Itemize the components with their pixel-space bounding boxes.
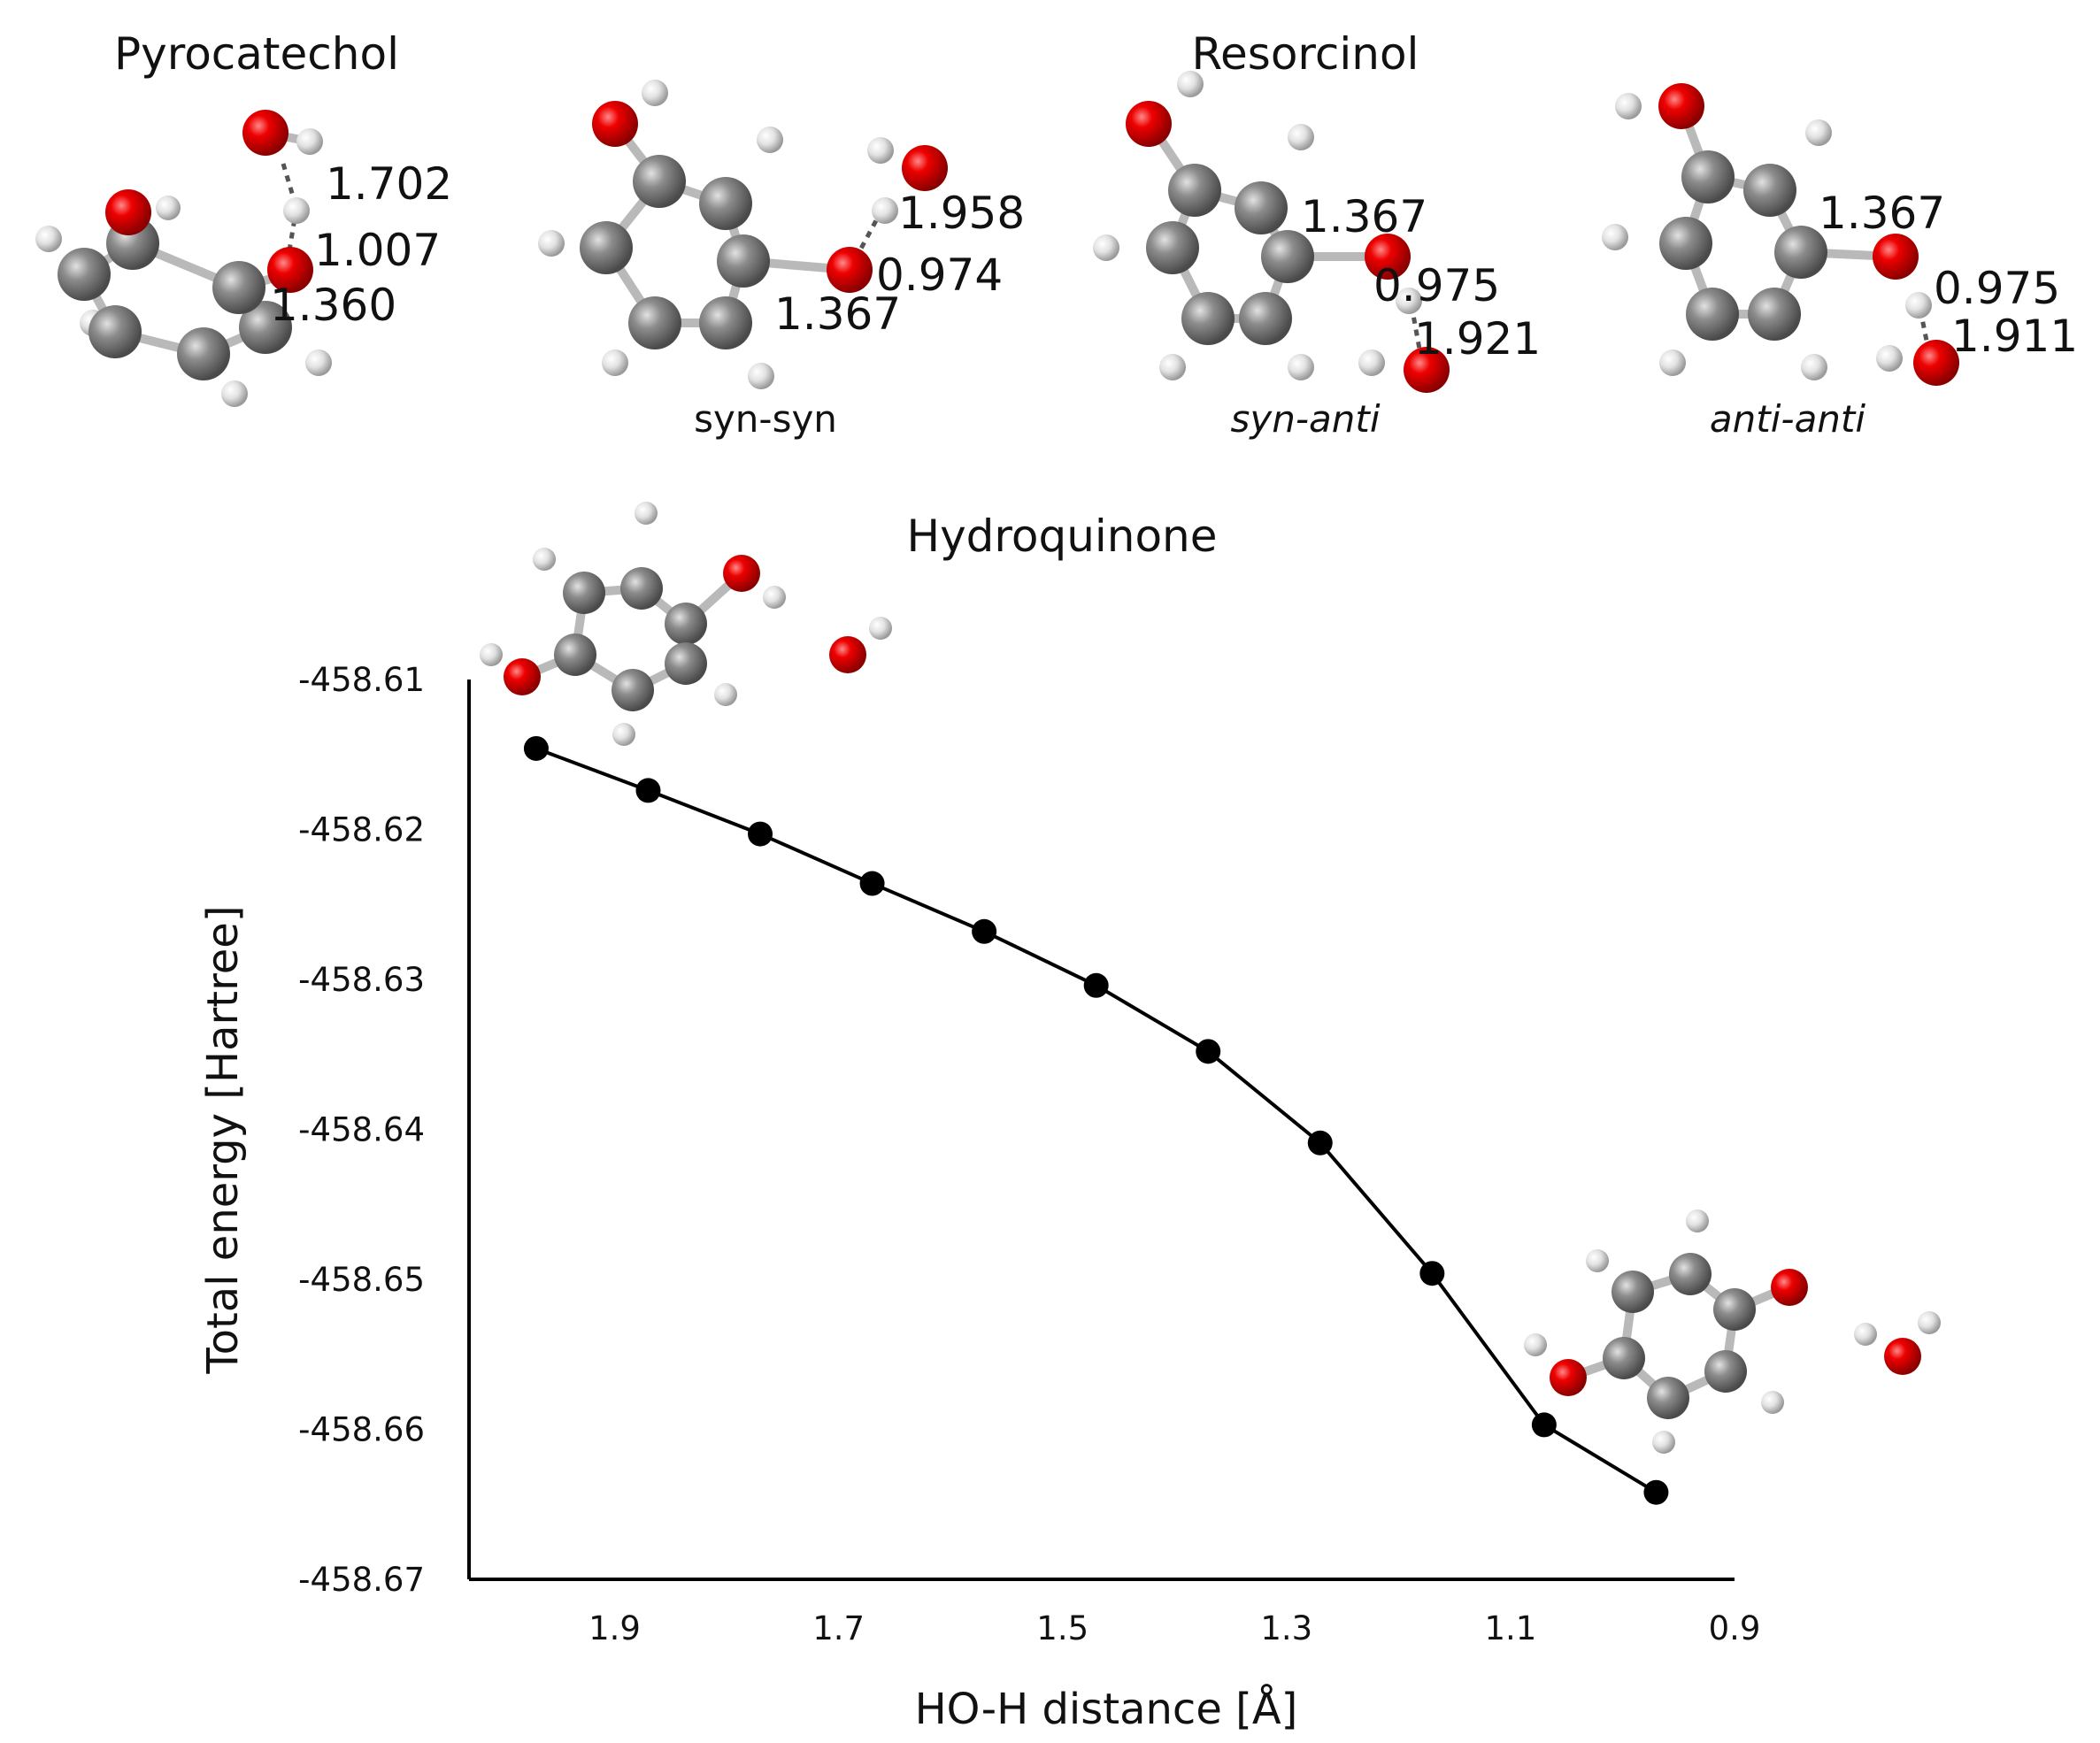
- y-tick-label: -458.62: [298, 811, 425, 849]
- y-tick-label: -458.65: [298, 1261, 425, 1299]
- pyrocatechol-distance-1: 1.702: [326, 158, 452, 210]
- syn-syn-distance-3: 1.367: [774, 288, 901, 340]
- x-tick-label: 1.3: [1260, 1609, 1312, 1647]
- series-line: [535, 747, 1658, 1494]
- data-point: [1531, 1412, 1557, 1438]
- data-point: [1196, 1039, 1221, 1064]
- x-tick-label: 1.1: [1484, 1609, 1536, 1647]
- hydroquinone-end-molecule: [1524, 1209, 1941, 1454]
- resorcinol-syn-anti-molecule: [1093, 71, 1450, 393]
- y-tick-label: -458.66: [298, 1411, 425, 1449]
- data-point: [523, 735, 549, 761]
- pyrocatechol-molecule: [35, 110, 332, 407]
- hydroquinone-start-molecule: [480, 502, 892, 746]
- syn-anti-distance-1: 1.367: [1301, 191, 1427, 242]
- pyrocatechol-title: Pyrocatechol: [114, 28, 399, 80]
- y-axis-title: Total energy [Hartree]: [198, 905, 248, 1374]
- syn-anti-label: syn-anti: [1230, 397, 1380, 441]
- energy-chart: -458.61 -458.62 -458.63 -458.64 -458.65 -458.…: [198, 661, 1760, 1734]
- data-point: [1643, 1479, 1669, 1505]
- anti-anti-distance-1: 1.367: [1819, 188, 1945, 239]
- data-point: [748, 821, 773, 847]
- y-tick-labels: -458.61 -458.62 -458.63 -458.64 -458.65 -458.…: [298, 661, 425, 1599]
- resorcinol-syn-syn-molecule: [538, 80, 948, 389]
- y-tick-label: -458.61: [298, 661, 425, 699]
- data-point: [1419, 1261, 1445, 1286]
- syn-anti-distance-3: 1.921: [1414, 313, 1541, 365]
- resorcinol-title: Resorcinol: [1192, 28, 1419, 80]
- y-tick-label: -458.67: [298, 1561, 425, 1599]
- data-point: [635, 778, 661, 803]
- y-tick-label: -458.63: [298, 961, 425, 999]
- pyrocatechol-distance-2: 1.007: [314, 225, 441, 276]
- x-tick-label: 1.9: [588, 1609, 641, 1647]
- data-point: [972, 918, 997, 944]
- x-tick-labels: 1.9 1.7 1.5 1.3 1.1 0.9: [588, 1609, 1760, 1647]
- data-point: [1307, 1130, 1333, 1156]
- pyrocatechol-distance-3: 1.360: [270, 280, 396, 331]
- hydroquinone-title: Hydroquinone: [906, 511, 1217, 562]
- x-tick-label: 1.5: [1036, 1609, 1088, 1647]
- data-point: [859, 871, 885, 896]
- x-axis-title: HO-H distance [Å]: [915, 1684, 1298, 1734]
- x-tick-label: 0.9: [1709, 1609, 1761, 1647]
- series-layer: [523, 735, 1669, 1505]
- syn-syn-label: syn-syn: [694, 397, 837, 441]
- syn-syn-distance-2: 0.974: [876, 250, 1003, 301]
- anti-anti-distance-2: 0.975: [1934, 263, 2060, 314]
- data-point: [1083, 972, 1109, 998]
- y-tick-label: -458.64: [298, 1111, 425, 1149]
- x-tick-label: 1.7: [812, 1609, 865, 1647]
- syn-syn-distance-1: 1.958: [898, 188, 1025, 239]
- resorcinol-anti-anti-molecule: [1602, 83, 1959, 386]
- anti-anti-distance-3: 1.911: [1951, 311, 2078, 362]
- anti-anti-label: anti-anti: [1710, 397, 1865, 441]
- syn-anti-distance-2: 0.975: [1373, 260, 1500, 311]
